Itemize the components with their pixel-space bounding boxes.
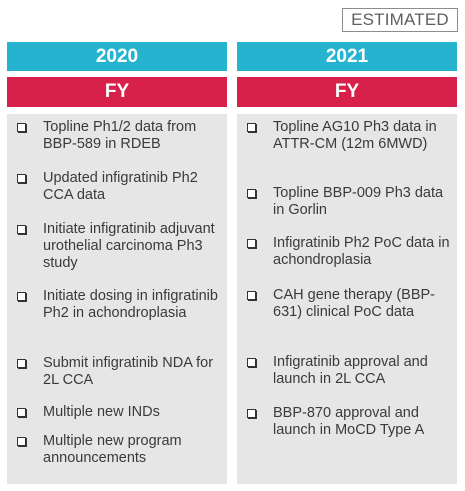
checkbox-icon <box>17 292 26 301</box>
period-header: FY <box>237 77 457 107</box>
list-item: Infigratinib Ph2 PoC data in achondropla… <box>237 235 457 287</box>
checkbox-icon <box>247 291 256 300</box>
milestone-text: Infigratinib approval and launch in 2L C… <box>273 354 428 387</box>
list-item: Topline BBP-009 Ph3 data in Gorlin <box>237 185 457 235</box>
list-item: Submit infigratinib NDA for 2L CCA <box>7 355 227 404</box>
list-item: Infigratinib approval and launch in 2L C… <box>237 354 457 405</box>
checkbox-icon <box>17 359 26 368</box>
milestone-text: Multiple new program announcements <box>43 433 182 466</box>
milestone-text: Submit infigratinib NDA for 2L CCA <box>43 355 214 388</box>
list-item: Topline AG10 Ph3 data in ATTR-CM (12m 6M… <box>237 119 457 185</box>
list-item: Multiple new program announcements <box>7 433 227 473</box>
milestone-text: Topline AG10 Ph3 data in ATTR-CM (12m 6M… <box>273 119 437 152</box>
milestone-text: Initiate dosing in infigratinib Ph2 in a… <box>43 288 218 321</box>
list-item: BBP-870 approval and launch in MoCD Type… <box>237 405 457 445</box>
checkbox-icon <box>17 408 26 417</box>
period-header: FY <box>7 77 227 107</box>
milestone-list: Topline AG10 Ph3 data in ATTR-CM (12m 6M… <box>237 114 457 484</box>
milestone-list: Topline Ph1/2 data from BBP-589 in RDEB … <box>7 114 227 484</box>
milestone-text: Initiate infigratinib adjuvant urothelia… <box>43 221 215 271</box>
list-item: CAH gene therapy (BBP-631) clinical PoC … <box>237 287 457 354</box>
column-2020: 2020 FY Topline Ph1/2 data from BBP-589 … <box>7 42 227 484</box>
list-item: Topline Ph1/2 data from BBP-589 in RDEB <box>7 119 227 170</box>
checkbox-icon <box>17 174 26 183</box>
checkbox-icon <box>247 409 256 418</box>
milestone-text: Topline BBP-009 Ph3 data in Gorlin <box>273 185 444 218</box>
estimated-badge: ESTIMATED <box>342 8 458 32</box>
year-header: 2020 <box>7 42 227 71</box>
year-header: 2021 <box>237 42 457 71</box>
checkbox-icon <box>17 225 26 234</box>
checkbox-icon <box>17 123 26 132</box>
milestone-text: Updated infigratinib Ph2 CCA data <box>43 170 198 203</box>
milestone-text: Multiple new INDs <box>43 404 160 420</box>
milestone-text: BBP-870 approval and launch in MoCD Type… <box>273 405 425 438</box>
checkbox-icon <box>17 437 26 446</box>
list-item: Multiple new INDs <box>7 404 227 433</box>
list-item: Initiate infigratinib adjuvant urothelia… <box>7 221 227 288</box>
checkbox-icon <box>247 358 256 367</box>
checkbox-icon <box>247 239 256 248</box>
milestone-text: Infigratinib Ph2 PoC data in achondropla… <box>273 235 450 268</box>
list-item: Updated infigratinib Ph2 CCA data <box>7 170 227 221</box>
checkbox-icon <box>247 189 256 198</box>
column-2021: 2021 FY Topline AG10 Ph3 data in ATTR-CM… <box>237 42 457 484</box>
checkbox-icon <box>247 123 256 132</box>
list-item: Initiate dosing in infigratinib Ph2 in a… <box>7 288 227 355</box>
milestone-text: CAH gene therapy (BBP-631) clinical PoC … <box>273 287 435 320</box>
milestone-text: Topline Ph1/2 data from BBP-589 in RDEB <box>43 119 197 152</box>
